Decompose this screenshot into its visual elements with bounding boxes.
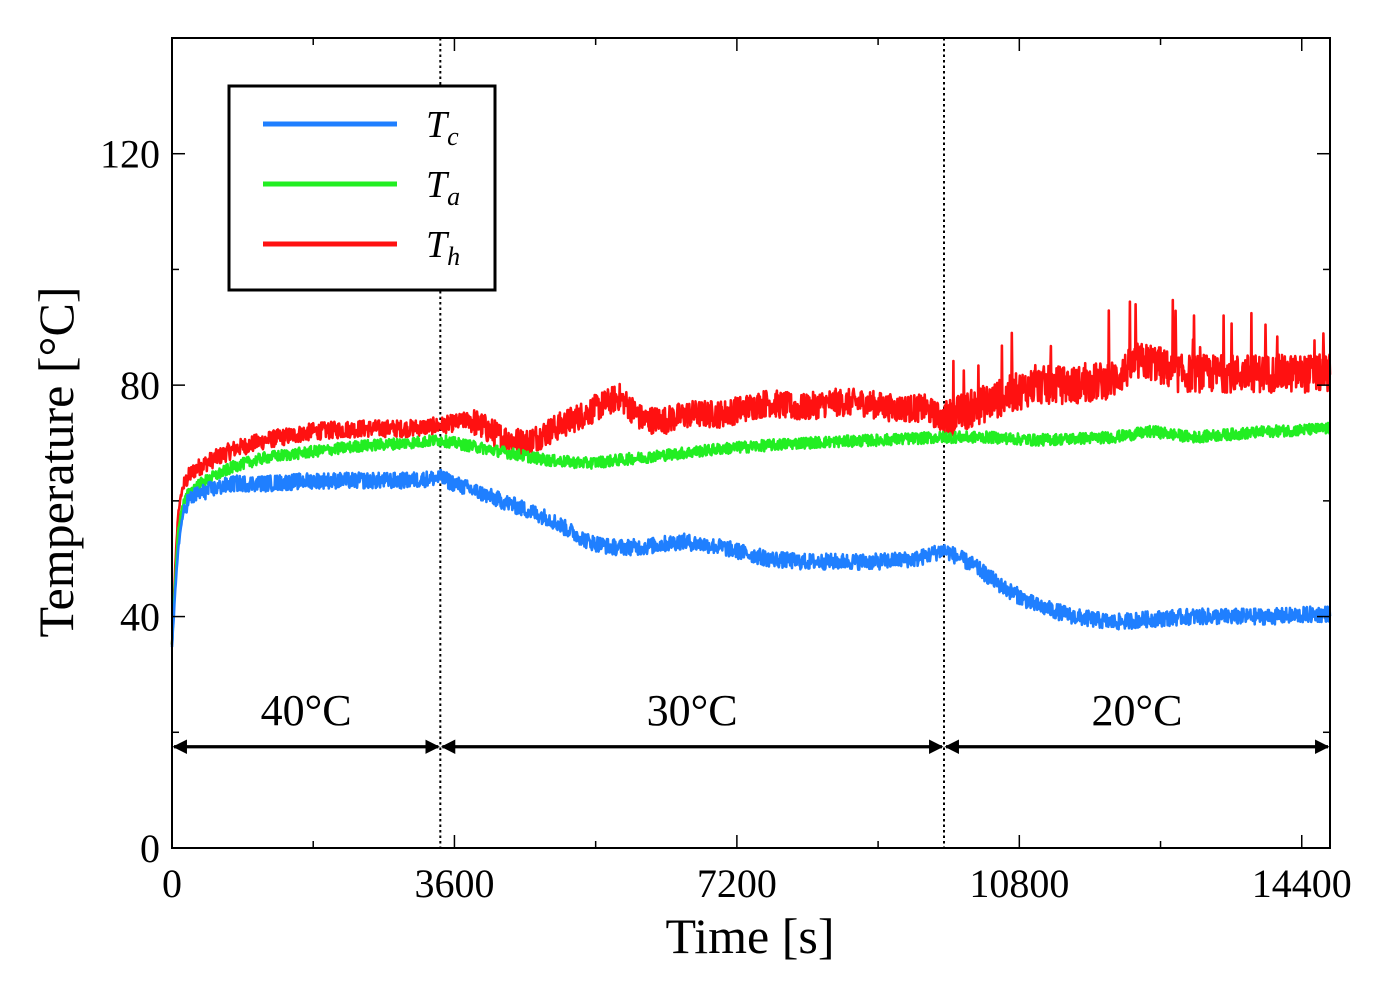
y-tick-label: 0 [140,826,160,871]
tick-labels: 0 3600 7200 10800 14400 0 40 80 120 [100,132,1352,906]
x-tick-label: 0 [162,861,182,906]
x-tick-label: 3600 [414,861,494,906]
y-axis-title: Temperature [°C] [28,286,84,637]
region-arrows: 40°C 30°C 20°C [172,686,1330,754]
plot-border [171,37,1331,849]
series-lines [170,298,1332,648]
y-tick-label: 120 [100,132,160,177]
region-label: 30°C [647,686,738,735]
x-axis-title: Time [s] [665,908,834,964]
x-tick-label: 7200 [697,861,777,906]
legend-label: Th [426,224,460,271]
y-tick-label: 40 [120,595,160,640]
legend-label: Tc [426,104,459,151]
plot-frame [171,37,1331,849]
x-tick-label: 14400 [1252,861,1352,906]
legend-box [227,84,497,292]
region-label: 20°C [1092,686,1183,735]
y-tick-label: 80 [120,363,160,408]
series-line-t-h [170,298,1332,645]
legend: Tc Ta Th [227,84,497,292]
region-label: 40°C [261,686,352,735]
axis-ticks [171,37,1330,849]
series-line-t-a [170,421,1331,645]
series-line-t-c [170,468,1332,648]
legend-label: Ta [426,164,460,211]
x-tick-label: 10800 [969,861,1069,906]
